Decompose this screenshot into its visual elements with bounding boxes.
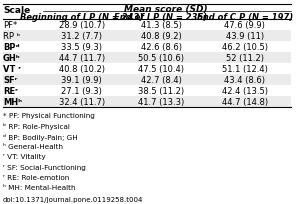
Text: 51.1 (12.4): 51.1 (12.4) [222, 65, 268, 74]
Text: Beginning of I.P (N = 243): Beginning of I.P (N = 243) [20, 13, 143, 22]
Text: End of C.P (N = 197): End of C.P (N = 197) [197, 13, 293, 22]
Text: 47.5 (10.4): 47.5 (10.4) [138, 65, 184, 74]
Text: 28.9 (10.7): 28.9 (10.7) [58, 21, 105, 30]
Text: Scale: Scale [3, 6, 30, 15]
Text: * PF: Physical Functioning: * PF: Physical Functioning [3, 113, 95, 119]
Text: 40.8 (10.2): 40.8 (10.2) [59, 65, 105, 74]
Text: 42.4 (13.5): 42.4 (13.5) [222, 87, 268, 96]
Text: 32.4 (11.7): 32.4 (11.7) [58, 98, 105, 107]
Text: 42.6 (8.6): 42.6 (8.6) [141, 43, 181, 52]
Text: SFʳ: SFʳ [3, 76, 17, 85]
Text: ʰ General-Health: ʰ General-Health [3, 143, 63, 149]
Text: 33.5 (9.3): 33.5 (9.3) [61, 43, 102, 52]
Text: 38.5 (11.2): 38.5 (11.2) [138, 87, 184, 96]
Text: Mean score (SD): Mean score (SD) [124, 5, 207, 14]
Text: 42.7 (8.4): 42.7 (8.4) [141, 76, 181, 85]
Text: ʰ MH: Mental-Health: ʰ MH: Mental-Health [3, 184, 75, 191]
Text: REʳ: REʳ [3, 87, 18, 96]
Text: 31.2 (7.7): 31.2 (7.7) [61, 32, 102, 41]
Text: 41.3 (8.5): 41.3 (8.5) [141, 21, 181, 30]
Text: 27.1 (9.3): 27.1 (9.3) [61, 87, 102, 96]
Text: 43.4 (8.6): 43.4 (8.6) [225, 76, 265, 85]
Text: GHʰ: GHʰ [3, 54, 21, 63]
Text: RP ᵇ: RP ᵇ [3, 32, 20, 41]
Text: 52 (11.2): 52 (11.2) [226, 54, 264, 63]
FancyBboxPatch shape [3, 75, 291, 86]
Text: ʳ SF: Social-Functioning: ʳ SF: Social-Functioning [3, 164, 86, 170]
FancyBboxPatch shape [3, 31, 291, 42]
FancyBboxPatch shape [3, 53, 291, 64]
Text: 41.7 (13.3): 41.7 (13.3) [138, 98, 184, 107]
Text: ʳ VT: Vitality: ʳ VT: Vitality [3, 154, 46, 160]
Text: ᵈ BP: Bodily-Pain; GH: ᵈ BP: Bodily-Pain; GH [3, 133, 78, 140]
Text: 40.8 (9.2): 40.8 (9.2) [141, 32, 181, 41]
Text: MHʰ: MHʰ [3, 98, 22, 107]
Text: 47.6 (9.9): 47.6 (9.9) [225, 21, 265, 30]
Text: 39.1 (9.9): 39.1 (9.9) [61, 76, 102, 85]
Text: ʳ RE: Role-emotion: ʳ RE: Role-emotion [3, 174, 69, 180]
Text: PF*: PF* [3, 21, 17, 30]
Text: BPᵈ: BPᵈ [3, 43, 20, 52]
Text: End of I.P (N = 235): End of I.P (N = 235) [115, 13, 208, 22]
Text: ᵇ RP: Role-Physical: ᵇ RP: Role-Physical [3, 123, 70, 130]
Text: 46.2 (10.5): 46.2 (10.5) [222, 43, 268, 52]
Text: 43.9 (11): 43.9 (11) [226, 32, 264, 41]
Text: 44.7 (11.7): 44.7 (11.7) [58, 54, 105, 63]
Text: doi:10.1371/journal.pone.0119258.t004: doi:10.1371/journal.pone.0119258.t004 [3, 196, 143, 202]
Text: 50.5 (10.6): 50.5 (10.6) [138, 54, 184, 63]
FancyBboxPatch shape [3, 97, 291, 108]
Text: 44.7 (14.8): 44.7 (14.8) [222, 98, 268, 107]
Text: VT ʳ: VT ʳ [3, 65, 21, 74]
